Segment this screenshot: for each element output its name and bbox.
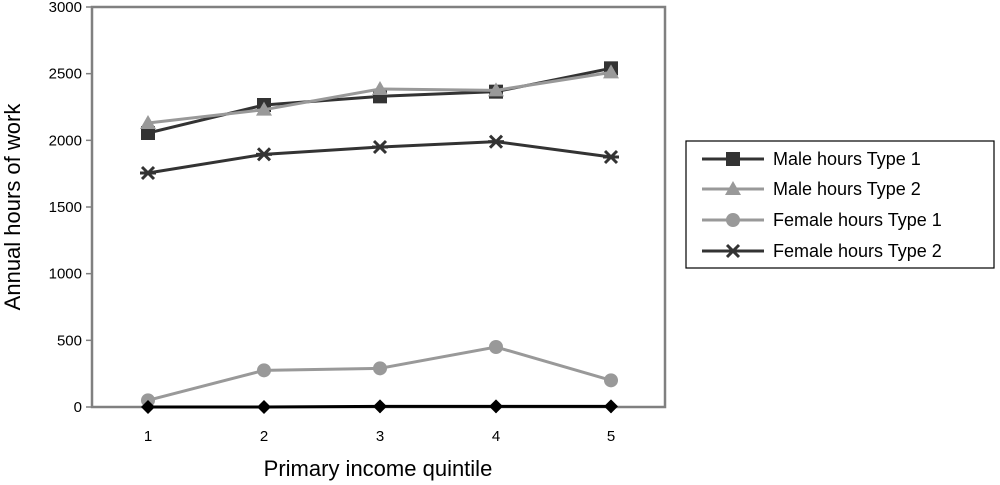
star-stroke bbox=[256, 147, 272, 162]
star-stroke bbox=[603, 149, 619, 165]
data-point-triangle bbox=[256, 101, 272, 116]
star-stroke bbox=[725, 243, 741, 259]
y-axis-title: Annual hours of work bbox=[0, 103, 25, 311]
legend-label: Male hours Type 2 bbox=[773, 179, 921, 199]
x-tick-label: 2 bbox=[260, 428, 268, 445]
legend-item: Male hours Type 1 bbox=[702, 149, 921, 169]
data-point-diamond bbox=[604, 399, 618, 414]
star-stroke bbox=[372, 139, 388, 155]
legend-item: Male hours Type 2 bbox=[702, 179, 921, 199]
x-tick-label: 1 bbox=[144, 428, 152, 445]
series-3 bbox=[141, 340, 618, 408]
series-4 bbox=[140, 134, 619, 181]
data-point-circle bbox=[257, 363, 271, 378]
y-tick-label: 500 bbox=[57, 332, 82, 349]
y-tick-label: 0 bbox=[74, 399, 82, 416]
legend-item: Female hours Type 2 bbox=[702, 241, 942, 261]
star-stroke bbox=[140, 165, 156, 181]
legend-label: Female hours Type 2 bbox=[773, 241, 942, 261]
data-point-star bbox=[488, 134, 504, 149]
data-point-star bbox=[140, 165, 156, 181]
data-point-star bbox=[603, 149, 619, 165]
legend: Male hours Type 1 Male hours Type 2 Female… bbox=[685, 140, 995, 269]
star-stroke bbox=[488, 134, 504, 149]
data-point-diamond bbox=[373, 399, 387, 414]
data-point-diamond bbox=[141, 400, 155, 414]
y-axis: 0 500 1000 1500 2000 2500 3000 bbox=[49, 0, 92, 416]
data-point-triangle bbox=[725, 181, 741, 195]
data-point-circle bbox=[373, 361, 387, 376]
series-2 bbox=[140, 64, 619, 129]
legend-item: Female hours Type 1 bbox=[702, 210, 942, 230]
series-layer bbox=[140, 61, 619, 414]
y-tick-label: 2500 bbox=[49, 66, 82, 83]
y-tick-label: 1000 bbox=[49, 266, 82, 283]
data-point-diamond bbox=[257, 400, 271, 414]
y-tick-label: 2000 bbox=[49, 132, 82, 149]
x-tick-label: 4 bbox=[492, 428, 500, 445]
data-point-square bbox=[726, 152, 740, 166]
data-point-star bbox=[256, 147, 272, 162]
data-point-triangle bbox=[140, 115, 156, 129]
data-point-circle bbox=[489, 340, 503, 354]
plot-area: 0 500 1000 1500 2000 2500 3000 1 2 3 4 5 bbox=[49, 0, 667, 445]
series-5 bbox=[141, 399, 618, 414]
data-point-triangle bbox=[603, 64, 619, 79]
data-point-star bbox=[372, 139, 388, 155]
data-point-triangle bbox=[372, 81, 388, 95]
legend-label: Male hours Type 1 bbox=[773, 149, 921, 169]
data-point-circle bbox=[726, 213, 740, 227]
x-tick-label: 5 bbox=[607, 428, 615, 445]
data-point-star bbox=[725, 243, 741, 259]
y-tick-label: 1500 bbox=[49, 199, 82, 216]
y-tick-label: 3000 bbox=[49, 0, 82, 16]
legend-items: Male hours Type 1 Male hours Type 2 Female… bbox=[702, 149, 942, 261]
data-point-square bbox=[141, 126, 155, 140]
x-tick-label: 3 bbox=[376, 428, 384, 445]
legend-label: Female hours Type 1 bbox=[773, 210, 942, 230]
x-axis-title: Primary income quintile bbox=[264, 456, 493, 481]
data-point-circle bbox=[604, 373, 618, 388]
data-point-triangle bbox=[488, 82, 504, 97]
plot-frame bbox=[90, 5, 667, 409]
data-point-diamond bbox=[489, 399, 503, 414]
series-1 bbox=[141, 61, 618, 140]
